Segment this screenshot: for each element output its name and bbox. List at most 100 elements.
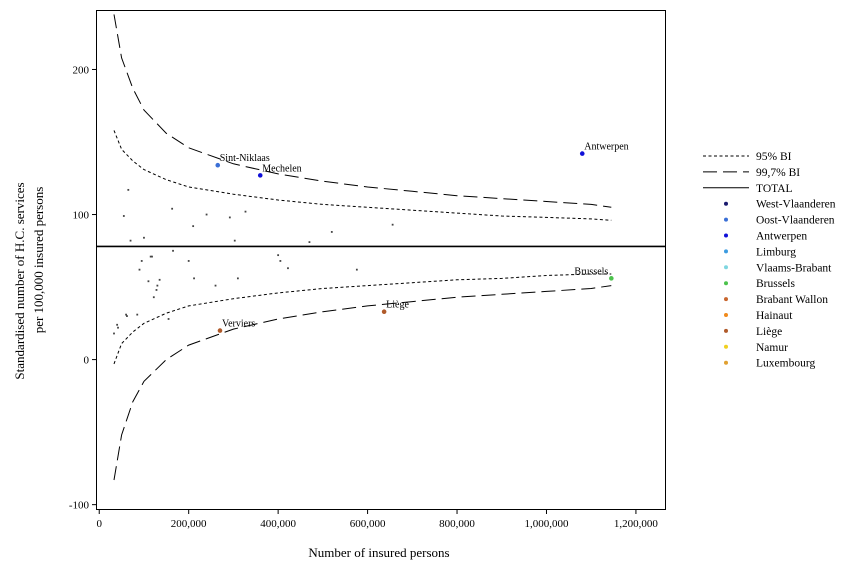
x-axis: 0 200,000 400,000 600,000 800,000 1,000,000 1,… — [96, 509, 658, 530]
data-point — [126, 315, 128, 317]
data-point — [192, 225, 195, 228]
legend-dot-swatch — [724, 297, 728, 302]
legend-dot-swatch — [724, 360, 728, 365]
data-point — [147, 280, 150, 283]
point-label: Antwerpen — [584, 142, 628, 153]
point-sint-niklaas — [215, 162, 221, 168]
data-point — [279, 260, 282, 262]
plot-frame — [96, 10, 666, 510]
ci997-upper-line — [113, 14, 612, 208]
point-label: Verviers — [222, 319, 255, 330]
data-point — [116, 323, 119, 326]
point-verviers — [217, 328, 223, 333]
data-point — [152, 296, 155, 299]
data-point — [155, 289, 158, 291]
data-point — [149, 255, 152, 258]
legend-label: Luxembourg — [756, 358, 815, 370]
legend-label: TOTAL — [756, 183, 793, 195]
data-point — [167, 318, 170, 320]
data-point — [171, 207, 174, 210]
data-point — [136, 313, 139, 316]
data-point — [117, 326, 119, 329]
x-tick-label: 400,000 — [260, 518, 296, 530]
x-tick-label: 0 — [96, 518, 102, 530]
legend-dot-swatch — [724, 328, 728, 333]
data-point — [127, 188, 130, 191]
y-tick-label: 100 — [73, 210, 90, 222]
data-point — [244, 210, 247, 213]
legend-dot-swatch — [724, 201, 728, 206]
data-point — [214, 284, 217, 287]
legend-label: Vlaams-Brabant — [756, 262, 832, 274]
point-label: Liège — [386, 300, 409, 311]
data-point — [205, 213, 208, 216]
point-label: Mechelen — [262, 163, 301, 174]
x-tick-label: 800,000 — [439, 518, 475, 530]
data-point — [172, 249, 174, 252]
data-point — [129, 239, 132, 242]
legend-dot-swatch — [724, 249, 728, 254]
data-point — [287, 267, 289, 270]
data-point — [330, 231, 333, 233]
data-point — [228, 216, 231, 219]
legend-dot-swatch — [724, 344, 728, 349]
data-point — [308, 241, 311, 243]
data-point — [193, 277, 195, 280]
x-tick-label: 200,000 — [171, 518, 207, 530]
legend-label: Brabant Wallon — [756, 294, 828, 306]
legend-label: Liège — [756, 326, 782, 338]
point-brussels — [609, 276, 614, 281]
y-tick-label: 200 — [73, 64, 90, 76]
data-point — [138, 268, 141, 271]
legend-dot-swatch — [724, 233, 728, 238]
legend-dot-swatch — [724, 265, 728, 270]
ci95-upper-line — [113, 130, 612, 221]
data-points — [113, 188, 394, 335]
data-point — [113, 332, 115, 335]
point-li-ge — [381, 309, 387, 315]
legend-label: Namur — [756, 342, 788, 354]
x-tick-label: 600,000 — [350, 518, 386, 530]
x-axis-label: Number of insured persons — [308, 545, 449, 560]
legend-label: West-Vlaanderen — [756, 199, 836, 211]
point-mechelen — [257, 173, 263, 178]
x-tick-label: 1,000,000 — [524, 518, 569, 530]
data-point — [156, 284, 159, 287]
legend-label: Brussels — [756, 278, 796, 290]
data-point — [236, 277, 239, 280]
legend-label: 95% BI — [756, 151, 792, 163]
x-tick-label: 1,200,000 — [614, 518, 659, 530]
y-axis-label-line-1: Standardised number of H.C. services — [12, 182, 27, 379]
data-point — [143, 236, 145, 239]
ci997-lower-line — [113, 285, 612, 481]
data-point — [151, 255, 153, 258]
legend-label: Oost-Vlaanderen — [756, 215, 835, 227]
data-point — [233, 239, 236, 242]
point-label: Sint-Niklaas — [220, 153, 270, 164]
y-tick-label: -100 — [69, 500, 90, 512]
confidence-bands — [113, 14, 612, 481]
legend-dot-swatch — [724, 313, 728, 317]
data-point — [187, 260, 190, 262]
data-point — [391, 223, 394, 226]
legend: 95% BI 99,7% BI TOTAL West-Vlaanderen Oost-V… — [703, 151, 836, 370]
y-tick-label: 0 — [84, 355, 90, 367]
y-axis: -100 0 100 200 — [69, 64, 97, 512]
legend-label: Limburg — [756, 246, 796, 258]
data-point — [277, 254, 280, 257]
data-point — [140, 260, 143, 262]
data-point — [122, 215, 125, 217]
legend-dot-swatch — [724, 217, 728, 222]
legend-label: Hainaut — [756, 310, 793, 322]
data-point — [158, 278, 161, 281]
point-label: Brussels — [574, 266, 608, 277]
legend-label: Antwerpen — [756, 231, 807, 243]
y-axis-label-line-2: per 100,000 insured persons — [31, 187, 46, 334]
legend-dot-swatch — [724, 281, 728, 286]
ci95-lower-line — [113, 273, 612, 365]
point-antwerpen — [579, 151, 585, 156]
legend-label: 99,7% BI — [756, 167, 800, 179]
